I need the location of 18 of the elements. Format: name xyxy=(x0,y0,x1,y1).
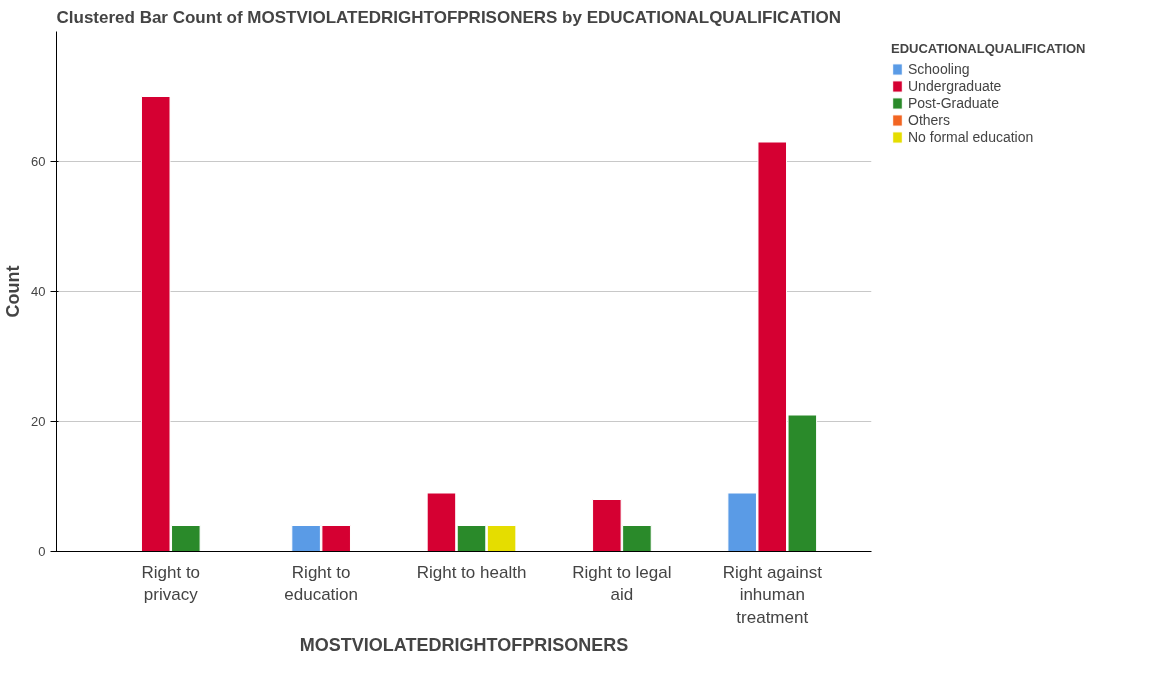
legend-label: Others xyxy=(908,112,951,128)
legend-label: Schooling xyxy=(908,61,970,77)
y-tick-label: 60 xyxy=(31,154,46,169)
x-axis-title: MOSTVIOLATEDRIGHTOFPRISONERS xyxy=(299,635,629,656)
x-tick-label: Right to health xyxy=(416,562,527,582)
x-tick-label: Right against inhuman treatment xyxy=(722,562,823,628)
legend-title: EDUCATIONALQUALIFICATION xyxy=(891,41,1086,56)
x-tick-label: Right to legal aid xyxy=(572,562,672,605)
chart-title: Clustered Bar Count of MOSTVIOLATEDRIGHTOFPRISONERS by EDUCATIONALQUALIFICATION xyxy=(56,7,842,27)
legend-label: Undergraduate xyxy=(908,78,1002,94)
y-tick-label: 0 xyxy=(38,544,46,559)
y-tick-label: 20 xyxy=(31,414,46,429)
y-axis-title: Count xyxy=(3,265,24,318)
legend-label: Post-Graduate xyxy=(908,95,1000,111)
y-tick-label: 40 xyxy=(31,284,46,299)
x-tick-label: Right to privacy xyxy=(141,562,201,605)
x-tick-label: Right to education xyxy=(284,562,359,605)
legend-label: No formal education xyxy=(908,129,1034,145)
